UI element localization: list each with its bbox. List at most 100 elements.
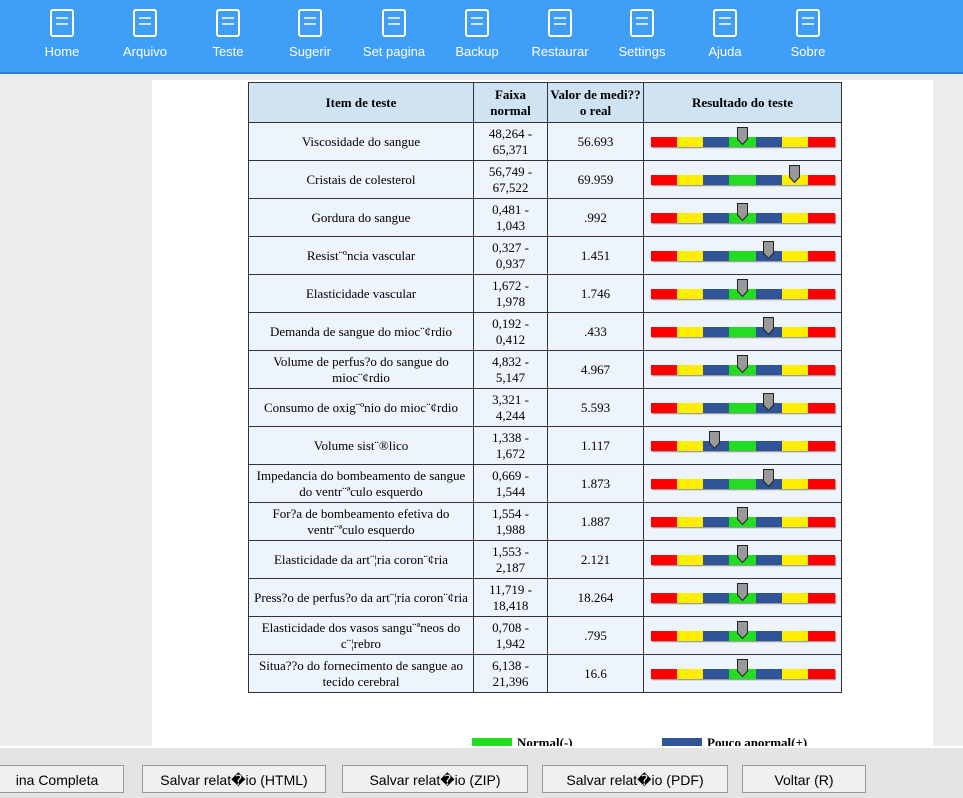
bar-segment	[807, 554, 835, 565]
level-bar	[650, 202, 835, 223]
bar-segment	[755, 288, 782, 299]
bar-segment	[807, 212, 835, 223]
bar-segment	[728, 440, 756, 451]
result-row: Gordura do sangue 0,481 - 1,043.992	[248, 198, 842, 237]
level-bar	[650, 468, 835, 489]
bar-segment	[807, 326, 835, 337]
level-bar	[650, 392, 835, 413]
bar-segment	[676, 478, 703, 489]
level-marker	[737, 126, 748, 145]
bar-segment	[702, 364, 729, 375]
item-cell: Elasticidade da art¨¦ria coron¨¢ria	[248, 540, 474, 579]
range-cell: 0,481 - 1,043	[473, 198, 548, 237]
level-bar	[650, 126, 835, 147]
value-cell: 1.451	[547, 236, 644, 275]
value-cell: .433	[547, 312, 644, 351]
toolbar-button[interactable]: Ajuda	[685, 0, 765, 72]
bar-segment	[650, 288, 677, 299]
toolbar: Home Arquivo Teste Sugerir Set pagina Backup R…	[0, 0, 963, 74]
toolbar-button[interactable]: Set pagina	[354, 0, 434, 72]
action-button[interactable]: Salvar relat�io (PDF)	[542, 765, 728, 793]
result-row: Consumo de oxig¨ºnio do mioc¨¢rdio 3,321 …	[248, 388, 842, 427]
toolbar-button[interactable]: Sobre	[768, 0, 848, 72]
result-row: For?a de bombeamento efetiva do ventr¨ªc…	[248, 502, 842, 541]
level-marker	[737, 202, 748, 221]
bar-segment	[755, 364, 782, 375]
value-cell: 69.959	[547, 160, 644, 199]
bar-segment	[781, 212, 808, 223]
toolbar-label: Teste	[212, 44, 244, 59]
range-cell: 3,321 - 4,244	[473, 388, 548, 427]
bar-segment	[650, 250, 677, 261]
action-button[interactable]: Salvar relat�io (ZIP)	[342, 765, 528, 793]
item-cell: Viscosidade do sangue	[248, 122, 474, 161]
bar-segment	[702, 326, 729, 337]
bar-segment	[676, 136, 703, 147]
toolbar-label: Ajuda	[708, 44, 742, 59]
toolbar-button[interactable]: Arquivo	[105, 0, 185, 72]
bar-segment	[650, 554, 677, 565]
bar-segment	[781, 668, 808, 679]
bar-segment	[702, 516, 729, 527]
range-cell: 0,327 - 0,937	[473, 236, 548, 275]
result-row: Impedancia do bombeamento de sangue do v…	[248, 464, 842, 503]
icon	[548, 9, 572, 37]
icon	[298, 9, 322, 37]
indicator-cell	[643, 274, 842, 313]
toolbar-button[interactable]: Backup	[437, 0, 517, 72]
action-button[interactable]: ina Completa	[0, 765, 124, 793]
toolbar-button[interactable]: Sugerir	[270, 0, 350, 72]
bar-segment	[781, 364, 808, 375]
action-button[interactable]: Voltar (R)	[742, 765, 866, 793]
level-marker	[762, 316, 774, 335]
value-cell: 5.593	[547, 388, 644, 427]
bar-segment	[807, 516, 835, 527]
range-cell: 4,832 - 5,147	[473, 350, 548, 389]
toolbar-label: Home	[44, 44, 80, 59]
item-cell: For?a de bombeamento efetiva do ventr¨ªc…	[248, 502, 474, 541]
toolbar-label: Sobre	[790, 44, 826, 59]
bar-segment	[650, 174, 677, 185]
bar-segment	[755, 136, 782, 147]
level-bar	[650, 316, 835, 337]
bar-segment	[702, 212, 729, 223]
bar-segment	[807, 630, 835, 641]
toolbar-button[interactable]: Settings	[602, 0, 682, 72]
item-cell: Situa??o do fornecimento de sangue ao te…	[248, 654, 474, 693]
toolbar-button[interactable]: Restaurar	[520, 0, 600, 72]
indicator-cell	[643, 312, 842, 351]
bar-segment	[807, 402, 835, 413]
item-cell: Resist¨ºncia vascular	[248, 236, 474, 275]
toolbar-label: Settings	[618, 44, 666, 59]
level-marker	[737, 620, 748, 639]
bar-segment	[728, 250, 756, 261]
bar-segment	[702, 136, 729, 147]
toolbar-button[interactable]: Home	[22, 0, 102, 72]
toolbar-button[interactable]: Teste	[188, 0, 268, 72]
item-cell: Cristais de colesterol	[248, 160, 474, 199]
indicator-cell	[643, 160, 842, 199]
bar-segment	[702, 554, 729, 565]
result-row: Situa??o do fornecimento de sangue ao te…	[248, 654, 842, 693]
range-cell: 0,708 - 1,942	[473, 616, 548, 655]
bar-segment	[650, 212, 677, 223]
action-button[interactable]: Salvar relat�io (HTML)	[142, 765, 326, 793]
toolbar-label: Set pagina	[362, 44, 426, 59]
bar-segment	[728, 326, 756, 337]
header-cell: Valor de medi??o real	[547, 82, 644, 123]
range-cell: 6,138 - 21,396	[473, 654, 548, 693]
bar-segment	[650, 516, 677, 527]
bar-segment	[702, 668, 729, 679]
indicator-cell	[643, 236, 842, 275]
bar-segment	[650, 402, 677, 413]
result-row: Volume de perfus?o do sangue do mioc¨¢rd…	[248, 350, 842, 389]
level-bar	[650, 430, 835, 451]
item-cell: Elasticidade dos vasos sangu¨ªneos do c¨…	[248, 616, 474, 655]
header-cell: Item de teste	[248, 82, 474, 123]
level-marker	[737, 506, 748, 525]
value-cell: 16.6	[547, 654, 644, 693]
header-cell: Resultado do teste	[643, 82, 842, 123]
header-cell: Faixa normal	[473, 82, 548, 123]
indicator-cell	[643, 350, 842, 389]
value-cell: .992	[547, 198, 644, 237]
